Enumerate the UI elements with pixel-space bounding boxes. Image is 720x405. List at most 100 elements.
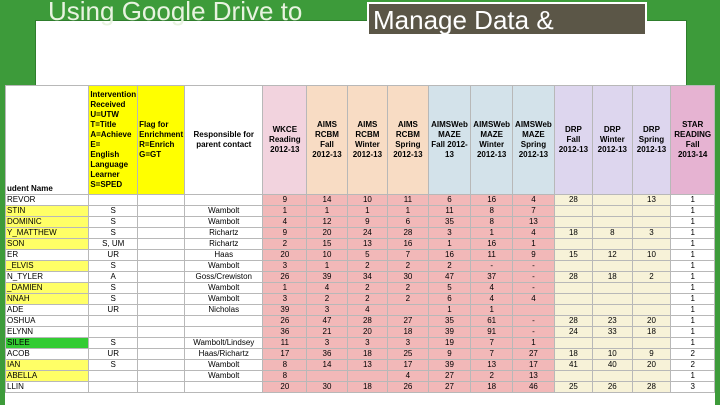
cell	[137, 304, 186, 316]
cell: 3	[387, 337, 429, 349]
cell: S	[88, 282, 139, 294]
student-name: STIN	[5, 205, 90, 217]
cell: Haas/Richartz	[184, 348, 264, 360]
cell	[184, 326, 264, 338]
table-row: REVOR 9 14 10 11 6 16 4 28 13 1	[5, 194, 715, 206]
cell: S	[88, 293, 139, 305]
cell	[553, 238, 594, 250]
cell	[553, 282, 594, 294]
cell: 4	[387, 370, 429, 382]
cell: 28	[553, 194, 594, 206]
cell: Wambolt	[184, 282, 264, 294]
cell: UR	[88, 304, 139, 316]
cell	[137, 359, 186, 371]
cell	[306, 370, 348, 382]
cell: 18	[470, 381, 514, 393]
cell: 13	[346, 359, 389, 371]
cell: 20	[346, 326, 389, 338]
cell: 39	[262, 304, 308, 316]
cell	[137, 370, 186, 382]
cell	[88, 370, 139, 382]
cell: 4	[470, 293, 514, 305]
cell: 7	[512, 205, 555, 217]
cell: 20	[262, 381, 308, 393]
table-row: DOMINIC S Wambolt 4 12 9 6 35 8 13 1	[5, 216, 715, 228]
cell	[88, 326, 139, 338]
cell: S	[88, 205, 139, 217]
cell: 16	[387, 238, 429, 250]
cell: 26	[262, 315, 308, 327]
cell: 33	[592, 326, 633, 338]
cell	[553, 293, 594, 305]
cell	[631, 370, 672, 382]
cell: 18	[592, 271, 633, 283]
table-row: NNAH S Wambolt 3 2 2 2 6 4 4 1	[5, 293, 715, 305]
cell: 1	[670, 293, 715, 305]
cell: 7	[470, 337, 514, 349]
cell	[137, 194, 186, 206]
cell: 3	[262, 293, 308, 305]
column-header: AIMS RCBM Fall 2012-13	[306, 85, 348, 195]
cell: 35	[427, 216, 472, 228]
cell: 4	[346, 304, 389, 316]
cell: 2	[387, 260, 429, 272]
cell: 2	[427, 260, 472, 272]
cell: 1	[427, 238, 472, 250]
cell: 9	[346, 216, 389, 228]
student-name: Y_MATTHEW	[5, 227, 90, 239]
cell: 39	[306, 271, 348, 283]
cell	[184, 315, 264, 327]
cell: 91	[470, 326, 514, 338]
cell: Nicholas	[184, 304, 264, 316]
cell	[592, 260, 633, 272]
table-row: OSHUA 26 47 28 27 35 61-28 23 20 1	[5, 315, 715, 327]
cell	[137, 348, 186, 360]
cell: 25	[387, 348, 429, 360]
cell: 16	[470, 238, 514, 250]
cell	[592, 337, 633, 349]
table-row: ABELLA Wambolt 8 4 27 2 13 1	[5, 370, 715, 382]
cell: 2	[306, 293, 348, 305]
column-header: AIMS RCBM Spring 2012-13	[387, 85, 429, 195]
column-header: AIMSWeb MAZE Winter 2012-13	[470, 85, 514, 195]
cell: 2	[470, 370, 514, 382]
cell: Haas	[184, 249, 264, 261]
cell: 11	[387, 194, 429, 206]
cell	[631, 216, 672, 228]
cell: 13	[470, 359, 514, 371]
table-row: IAN S Wambolt 8 14 13 17 39 13 17 41 40 20 2	[5, 359, 715, 371]
cell: 9	[631, 348, 672, 360]
data-table: udent Name Intervention Received U=UTW T=…	[5, 85, 715, 393]
cell: 1	[670, 271, 715, 283]
cell: 26	[387, 381, 429, 393]
cell: -	[512, 315, 555, 327]
cell: 2	[631, 271, 672, 283]
column-header: Intervention Received U=UTW T=Title A=Ac…	[88, 85, 139, 195]
cell: S	[88, 260, 139, 272]
cell	[592, 194, 633, 206]
cell: 6	[427, 293, 472, 305]
cell	[88, 381, 139, 393]
cell	[137, 227, 186, 239]
cell: 3	[306, 337, 348, 349]
cell: 14	[306, 359, 348, 371]
cell: 19	[427, 337, 472, 349]
cell: 2	[670, 348, 715, 360]
cell: 8	[470, 205, 514, 217]
cell: 41	[553, 359, 594, 371]
cell: 27	[427, 370, 472, 382]
cell: S	[88, 337, 139, 349]
cell: 39	[427, 326, 472, 338]
cell: 11	[470, 249, 514, 261]
cell: 13	[512, 216, 555, 228]
cell	[137, 260, 186, 272]
cell: 28	[631, 381, 672, 393]
cell: 3	[670, 381, 715, 393]
cell: 17	[512, 359, 555, 371]
cell: 6	[387, 216, 429, 228]
cell: 16	[427, 249, 472, 261]
cell: 24	[553, 326, 594, 338]
cell: 12	[306, 216, 348, 228]
cell: 36	[306, 348, 348, 360]
